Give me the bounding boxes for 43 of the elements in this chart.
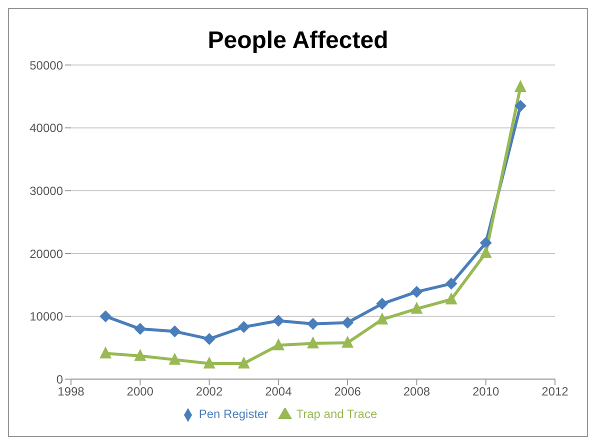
point	[514, 80, 526, 92]
point	[307, 318, 319, 330]
point	[342, 316, 354, 329]
point	[410, 286, 423, 298]
x-tick-label: 2004	[265, 384, 292, 399]
point	[238, 321, 250, 334]
x-tick-label: 2002	[196, 384, 223, 399]
point	[134, 322, 146, 335]
y-tick-label: 30000	[30, 184, 64, 198]
y-tick-label: 40000	[30, 121, 64, 136]
point	[272, 314, 284, 327]
chart-title: People Affected	[206, 27, 390, 56]
point	[480, 236, 492, 249]
point	[376, 312, 388, 324]
x-tick-label: 2006	[334, 384, 362, 399]
point	[203, 356, 216, 368]
point	[168, 325, 181, 338]
y-tick-label: 50000	[30, 58, 64, 72]
point	[445, 292, 458, 304]
x-tick-label: 2012	[542, 384, 569, 399]
x-tick-label: 2010	[472, 384, 500, 399]
point	[134, 348, 146, 361]
y-tick-label: 20000	[30, 246, 64, 261]
point	[376, 298, 388, 310]
point	[168, 352, 181, 365]
point	[445, 278, 458, 290]
x-tick-label: 1998	[58, 384, 85, 399]
point	[238, 356, 250, 368]
x-tick-label: 2000	[126, 384, 154, 399]
y-tick-label: 10000	[30, 310, 64, 324]
point	[272, 338, 284, 350]
point	[514, 100, 526, 112]
point	[100, 346, 112, 358]
y-tick-label: 0	[56, 372, 64, 386]
point	[410, 302, 423, 314]
point	[480, 246, 492, 258]
legend-label: Pen Register	[198, 407, 268, 422]
point	[342, 336, 354, 348]
point	[203, 332, 216, 345]
x-tick-label: 2008	[403, 384, 430, 399]
legend-label: Trap and Trace	[296, 407, 378, 422]
point	[100, 310, 112, 322]
point	[307, 336, 319, 348]
